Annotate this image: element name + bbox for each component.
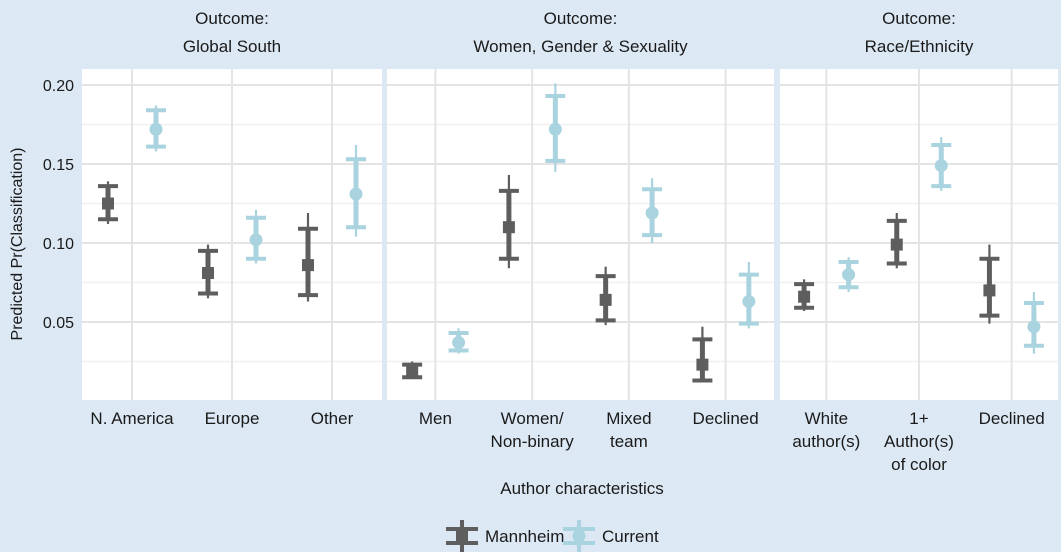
point-current [645, 206, 659, 220]
errorbar-mannheim [595, 266, 616, 326]
errorbar-mannheim [886, 212, 907, 269]
errorbar-current [931, 137, 952, 191]
point-mannheim [102, 197, 114, 210]
point-mannheim [983, 284, 996, 297]
point-current [742, 294, 756, 308]
x-tick-label: Mixed [606, 409, 651, 428]
y-tick-label: 0.10 [43, 236, 74, 253]
x-tick-label: team [610, 432, 648, 451]
legend-key-square [456, 530, 468, 542]
y-tick-label: 0.05 [43, 315, 74, 332]
errorbar-mannheim [498, 175, 519, 269]
y-axis-title: Predicted Pr(Classification) [9, 148, 26, 341]
x-tick-label: of color [891, 455, 947, 474]
errorbar-mannheim [402, 361, 423, 380]
x-tick-label: Author(s) [884, 432, 954, 451]
panel-title: Outcome: [544, 9, 618, 28]
y-tick-label: 0.15 [43, 157, 74, 174]
panel-background [387, 69, 774, 400]
errorbar-current [146, 105, 166, 152]
panel-title: Race/Ethnicity [865, 37, 974, 56]
panel-title: Global South [183, 37, 281, 56]
x-tick-label: N. America [90, 409, 174, 428]
errorbar-mannheim [692, 326, 713, 383]
errorbar-current [448, 328, 469, 354]
legend: Mannheim Current [446, 520, 659, 552]
x-tick-label: Declined [979, 409, 1045, 428]
point-current [349, 187, 363, 201]
x-tick-label: Europe [205, 409, 260, 428]
errorbar-current [346, 145, 366, 237]
point-current [249, 233, 263, 247]
errorbar-current [738, 261, 759, 329]
errorbar-mannheim [198, 244, 218, 299]
x-tick-label: Men [419, 409, 452, 428]
errorbar-current [246, 209, 266, 264]
panel: Outcome: Women, Gender & Sexuality Men Wome… [387, 9, 774, 451]
point-mannheim [302, 259, 314, 272]
point-current [452, 336, 466, 350]
panels: 0.05 0.10 0.15 0.20 Outcome: Global South N. A… [43, 9, 1058, 474]
panel-title: Outcome: [195, 9, 269, 28]
legend-key-circle [572, 529, 586, 543]
point-current [842, 268, 856, 282]
panel: Outcome: Race/Ethnicity White author(s) 1+ Au… [780, 9, 1058, 474]
x-tick-label: White [805, 409, 848, 428]
x-tick-label: Declined [693, 409, 759, 428]
errorbar-current [545, 83, 566, 172]
x-tick-label: Non-binary [491, 432, 575, 451]
y-axis-title-group: Predicted Pr(Classification) [9, 148, 26, 341]
x-tick-label: Other [311, 409, 354, 428]
errorbar-mannheim [794, 279, 815, 311]
legend-item-mannheim: Mannheim [446, 520, 564, 552]
errorbar-current [838, 257, 859, 292]
point-current [934, 159, 948, 173]
panel-title: Women, Gender & Sexuality [473, 37, 688, 56]
errorbar-mannheim [298, 212, 318, 302]
x-tick-label: author(s) [792, 432, 860, 451]
point-mannheim [890, 238, 903, 251]
errorbar-current [1023, 291, 1044, 354]
panel-title: Outcome: [882, 9, 956, 28]
errorbar-mannheim [98, 181, 118, 225]
legend-label: Current [602, 527, 659, 546]
x-axis-title: Author characteristics [500, 479, 663, 498]
point-current [1027, 320, 1041, 334]
y-tick-label: 0.20 [43, 78, 74, 95]
point-mannheim [202, 267, 214, 280]
point-current [548, 122, 562, 136]
legend-label: Mannheim [485, 527, 564, 546]
point-mannheim [502, 221, 515, 234]
point-current [149, 122, 163, 136]
point-mannheim [798, 290, 811, 303]
x-tick-label: 1+ [909, 409, 928, 428]
point-mannheim [599, 293, 612, 306]
errorbar-mannheim [979, 244, 1000, 324]
errorbar-current [642, 178, 663, 243]
legend-item-current: Current [563, 520, 659, 552]
x-tick-label: Women/ [501, 409, 564, 428]
point-mannheim [696, 358, 709, 371]
panel: Outcome: Global South N. America Europe Othe… [82, 9, 382, 428]
point-mannheim [406, 364, 419, 377]
